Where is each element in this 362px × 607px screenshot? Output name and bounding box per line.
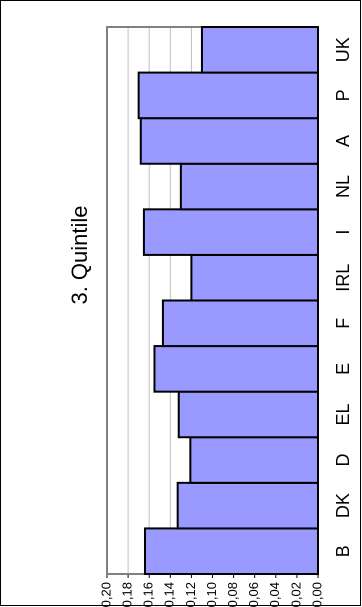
category-label-nl: NL <box>333 175 353 198</box>
category-label-p: P <box>333 89 353 101</box>
category-labels: B DK D EL E F IRL I NL A P UK <box>333 37 353 557</box>
value-tick-label: 0,18 <box>120 582 135 607</box>
value-tick-label: 0,04 <box>267 582 282 607</box>
category-label-el: EL <box>333 403 353 425</box>
chart-title: 3. Quintile <box>67 205 92 304</box>
bar-b <box>143 527 319 576</box>
category-label-f: F <box>333 318 353 329</box>
value-tick-label: 0,10 <box>204 582 219 607</box>
bar-d <box>189 436 319 484</box>
bar-nl <box>179 162 319 211</box>
bar-dk <box>176 481 319 530</box>
value-tick-label: 0,06 <box>246 582 261 607</box>
category-label-d: D <box>333 454 353 467</box>
value-tick-label: 0,08 <box>225 582 240 607</box>
bar-e <box>153 345 319 393</box>
category-label-a: A <box>333 135 353 147</box>
bars <box>137 26 319 576</box>
value-tick-label: 0,16 <box>141 582 156 607</box>
category-label-e: E <box>333 363 353 375</box>
bar-f <box>161 299 319 348</box>
category-label-irl: IRL <box>333 264 353 292</box>
bar-uk <box>200 26 319 74</box>
value-tick-label: 0,00 <box>309 582 324 607</box>
value-tick-label: 0,20 <box>98 582 113 607</box>
bar-a <box>139 117 319 165</box>
value-tick-label: 0,02 <box>288 582 303 607</box>
category-label-i: I <box>333 230 353 235</box>
value-tick-labels: 0,00 0,02 0,04 0,06 0,08 0,10 0,12 0,14 0,16 0,18… <box>98 582 324 607</box>
bar-el <box>177 390 319 439</box>
bar-p <box>137 71 319 120</box>
value-tick-label: 0,12 <box>183 582 198 607</box>
bar-i <box>142 208 319 256</box>
category-label-uk: UK <box>333 37 353 62</box>
bar-irl <box>190 253 319 302</box>
category-label-dk: DK <box>333 493 353 518</box>
category-label-b: B <box>333 545 353 557</box>
value-tick-label: 0,14 <box>162 582 177 607</box>
